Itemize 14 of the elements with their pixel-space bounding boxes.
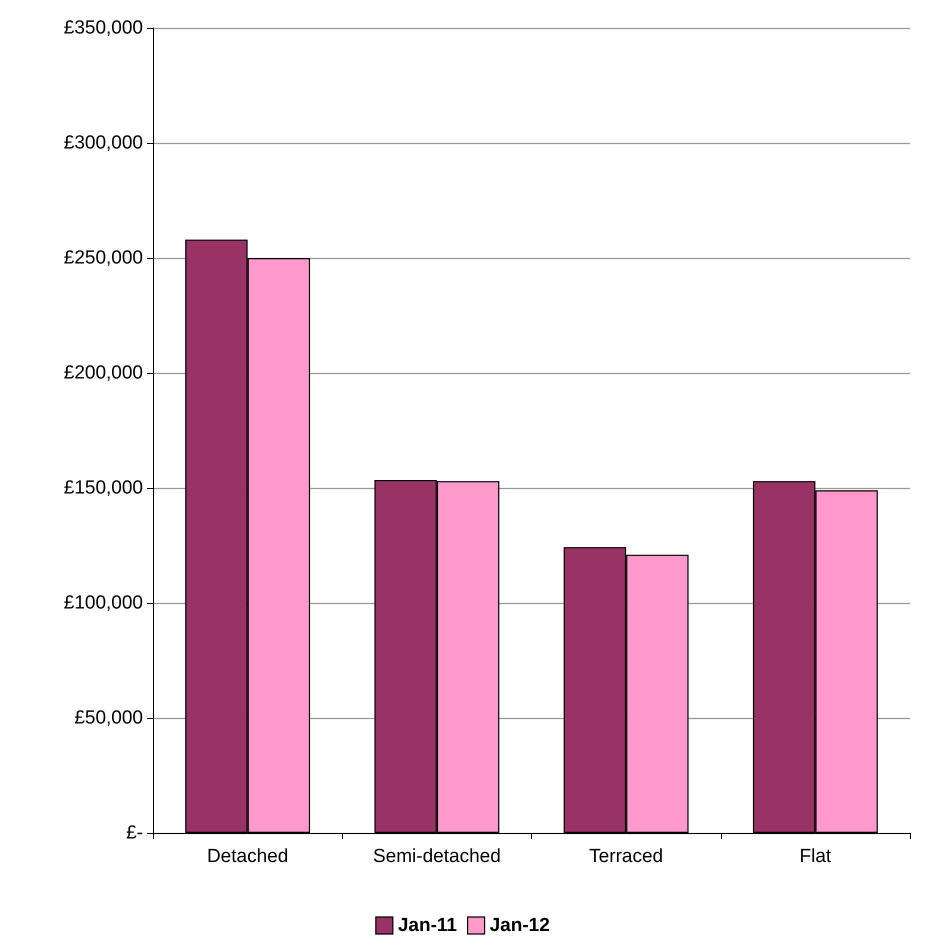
x-tick-label: Terraced — [589, 846, 664, 867]
y-tick-label: £300,000 — [64, 132, 143, 154]
legend-label: Jan-12 — [490, 915, 550, 936]
y-tick-label: £350,000 — [64, 18, 143, 38]
y-tick-label: £50,000 — [74, 708, 143, 728]
y-tick-label: £- — [126, 822, 143, 844]
x-tick-label: Detached — [206, 846, 288, 867]
y-tick-label: £200,000 — [64, 362, 143, 384]
x-tick-label: Semi-detached — [372, 846, 501, 867]
y-tick-label: £100,000 — [64, 592, 143, 614]
x-tick-label: Flat — [800, 846, 832, 867]
y-tick-label: £150,000 — [64, 478, 143, 498]
y-tick-label: £250,000 — [64, 248, 143, 268]
legend-label: Jan-11 — [398, 915, 458, 936]
